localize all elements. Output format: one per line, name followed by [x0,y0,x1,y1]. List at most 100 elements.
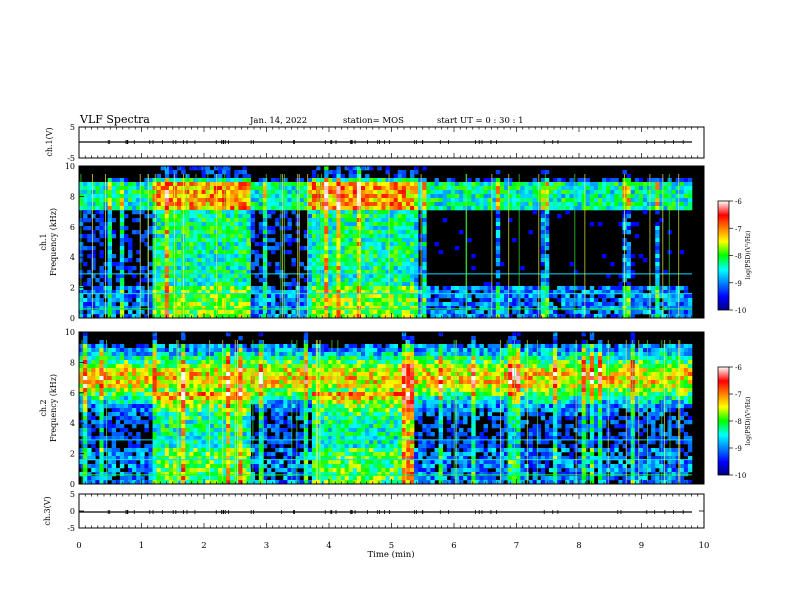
spectrogram-cell [642,302,648,307]
spectrogram-cell [115,356,121,361]
spectrogram-cell [123,476,129,481]
spectrogram-cell [238,286,243,291]
spectrogram-cell [91,444,96,449]
spectrogram-cell [164,388,170,393]
spectrogram-cell [385,242,390,247]
spectrogram-cell [287,306,292,311]
spectrogram-cell [95,182,100,187]
spectrogram-cell [512,302,517,307]
spectrogram-cell [152,396,157,401]
spectrogram-cell [369,270,374,275]
spectrogram-cell [434,198,439,203]
spectrogram-cell [79,472,84,477]
spectrogram-cell [79,440,84,445]
spectrogram-cell [136,186,141,191]
spectrogram-cell [369,314,374,319]
spectrogram-cell [258,226,264,231]
spectrogram-cell [132,182,137,187]
spectrogram-cell [99,428,104,433]
spectrogram-cell [123,352,129,357]
spectrogram-cell [132,266,137,271]
spectrogram-cell [123,238,129,243]
spectrogram-cell [340,218,345,223]
spectrogram-cell [475,202,480,207]
spectrogram-cell [540,186,546,191]
spectrogram-cell [266,262,272,267]
spectrogram-cell [360,250,366,255]
spectrogram-cell [418,266,423,271]
spectrogram-cell [667,194,672,199]
spectrogram-cell [283,194,288,199]
spectrogram-cell [226,286,231,291]
spectrogram-cell [528,290,533,295]
spectrogram-cell [119,262,125,267]
spectrogram-cell [91,186,96,191]
spectrogram-cell [128,460,133,465]
spectrogram-cell [348,190,354,195]
spectrogram-cell [463,306,468,311]
spectrogram-cell [91,404,96,409]
spectrogram-cell [410,174,415,179]
spectrogram-cell [99,290,104,295]
spectrogram-cell [258,270,264,275]
spectrogram-cell [205,170,211,175]
spectrogram-cell [589,314,595,319]
spectrogram-cell [365,206,370,211]
spectrogram-cell [148,380,153,385]
spectrogram-cell [119,234,125,239]
spectrogram-cell [655,258,660,263]
spectrogram-cell [307,202,313,207]
spectrogram-cell [360,270,366,275]
spectrogram-cell [467,286,472,291]
spectrogram-cell [365,298,370,303]
spectrogram-cell [397,174,403,179]
spectrogram-cell [87,234,92,239]
spectrogram-cell [197,270,202,275]
spectrogram-cell [246,286,251,291]
spectrogram-cell [262,306,268,311]
spectrogram-cell [209,298,215,303]
spectrogram-cell [651,202,656,207]
spectrogram-cell [123,182,129,187]
spectrogram-cell [577,286,582,291]
spectrogram-cell [401,250,407,255]
spectrogram-cell [405,266,411,271]
spectrogram-cell [410,182,415,187]
spectrogram-cell [324,238,329,243]
spectrogram-cell [222,206,227,211]
spectrogram-cell [422,194,427,199]
spectrogram-cell [279,270,284,275]
spectrogram-cell [91,452,96,457]
spectrogram-cell [585,206,591,211]
spectrogram-cell [160,460,166,465]
spectrogram-cell [663,286,668,291]
spectrogram-cell [111,376,117,381]
spectrogram-cell [160,424,166,429]
spectrogram-cell [238,254,243,259]
spectrogram-cell [332,302,337,307]
spectrogram-cell [128,258,133,263]
spectrogram-cell [230,194,235,199]
spectrogram-cell [598,306,603,311]
spectrogram-cell [524,314,529,319]
spectrogram-cell [152,428,157,433]
spectrogram-cell [83,444,88,449]
spectrogram-cell [148,246,153,251]
spectrogram-cell [95,368,100,373]
spectrogram-cell [262,190,268,195]
spectrogram-cell [410,218,415,223]
spectrogram-cell [164,440,170,445]
spectrogram-cell [136,310,141,315]
spectrogram-cell [438,250,444,255]
spectrogram-cell [683,198,689,203]
spectrogram-cell [655,238,660,243]
spectrogram-cell [79,372,84,377]
spectrogram-cell [524,206,529,211]
spectrogram-cell [95,198,100,203]
spectrogram-cell [618,302,623,307]
spectrogram-cell [491,198,497,203]
spectrogram-cell [593,198,599,203]
spectrogram-cell [463,298,468,303]
spectrogram-cell [119,392,125,397]
spectrogram-cell [356,314,362,319]
